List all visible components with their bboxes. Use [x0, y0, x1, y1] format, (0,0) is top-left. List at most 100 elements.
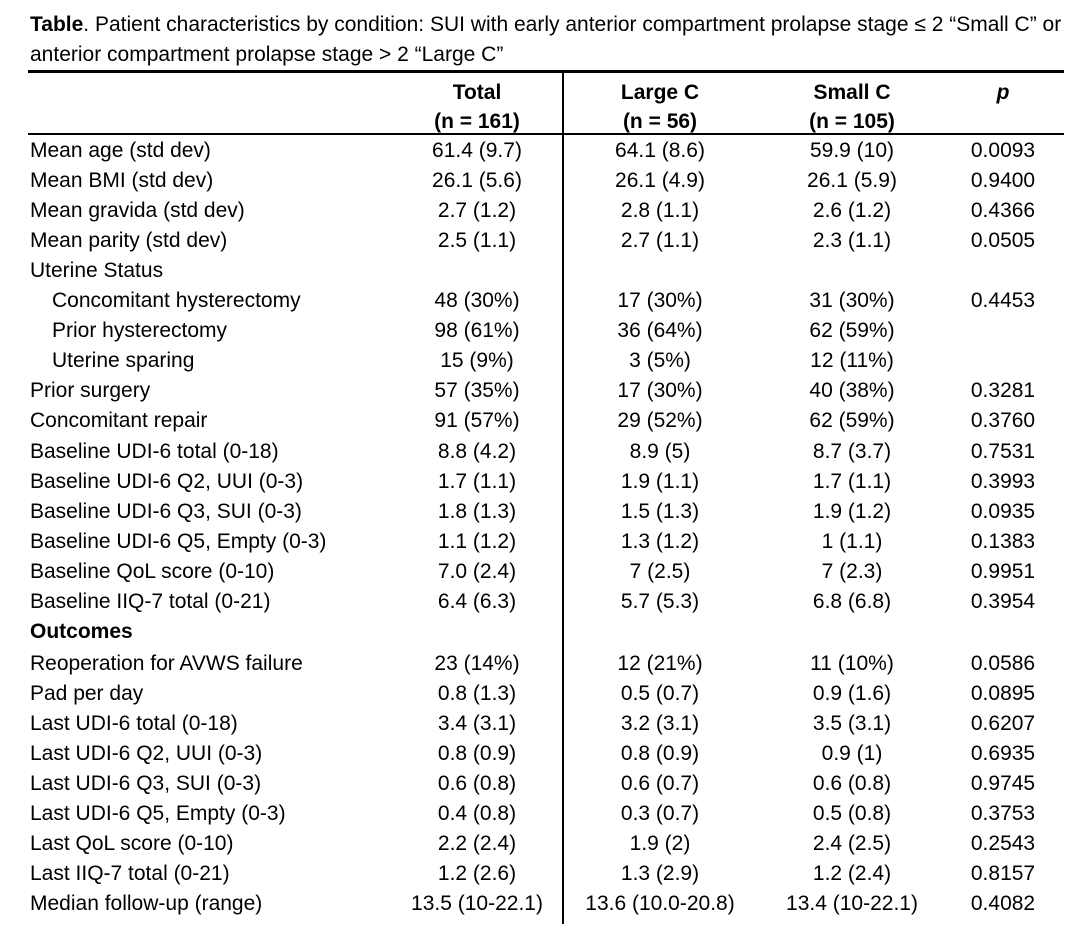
cell-p-value: 0.0505	[970, 229, 1036, 253]
cell-small-c: 0.5 (0.8)	[812, 802, 892, 826]
cell-small-c: 12 (11%)	[810, 349, 894, 373]
row-label: Baseline UDI-6 Q3, SUI (0-3)	[30, 499, 302, 523]
header-small-label: Small C	[813, 81, 891, 104]
cell-p-value: 0.7531	[970, 439, 1036, 463]
table-row: Last UDI-6 Q5, Empty (0-3) 0.4 (0.8) 0.3 (…	[0, 799, 1080, 829]
cell-large-c: 13.6 (10.0-20.8)	[585, 892, 735, 916]
header-small-c: Small C (n = 105)	[762, 78, 942, 136]
cell-large-c: 1.9 (2)	[629, 832, 691, 856]
header-total-label: Total	[452, 81, 502, 104]
table-row: Baseline UDI-6 total (0-18) 8.8 (4.2) 8.9 …	[0, 437, 1080, 467]
cell-total: 8.8 (4.2)	[437, 439, 517, 463]
cell-small-c: 0.6 (0.8)	[812, 772, 892, 796]
cell-p-value: 0.0093	[970, 139, 1036, 162]
cell-large-c: 12 (21%)	[617, 651, 703, 675]
cell-small-c: 0.9 (1.6)	[812, 681, 892, 705]
cell-small-c: 1.7 (1.1)	[812, 469, 892, 493]
cell-total: 6.4 (6.3)	[437, 589, 517, 613]
cell-large-c: 0.3 (0.7)	[620, 802, 700, 826]
row-label: Baseline QoL score (0-10)	[30, 559, 275, 583]
table-row: Concomitant repair 91 (57%) 29 (52%) 62 (59…	[0, 406, 1080, 436]
table-row: Last IIQ-7 total (0-21) 1.2 (2.6) 1.3 (2.9…	[0, 859, 1080, 889]
cell-total: 1.1 (1.2)	[437, 529, 517, 553]
header-total-n: (n = 161)	[434, 110, 520, 133]
table-row: Prior hysterectomy 98 (61%) 36 (64%) 62 (59…	[0, 316, 1080, 346]
cell-total: 61.4 (9.7)	[432, 139, 522, 162]
cell-large-c: 5.7 (5.3)	[620, 589, 700, 613]
row-label: Last UDI-6 Q2, UUI (0-3)	[30, 742, 263, 765]
cell-p-value: 0.3753	[970, 802, 1036, 826]
row-label: Median follow-up (range)	[30, 892, 263, 916]
table-row: Prior surgery 57 (35%) 17 (30%) 40 (38%) 0.3…	[0, 376, 1080, 406]
cell-small-c: 7 (2.3)	[821, 559, 883, 583]
table-row: Mean gravida (std dev) 2.7 (1.2) 2.8 (1.1)…	[0, 196, 1080, 226]
row-label: Last UDI-6 total (0-18)	[30, 711, 238, 735]
table-row: Last UDI-6 total (0-18) 3.4 (3.1) 3.2 (3.1…	[0, 709, 1080, 739]
cell-p-value: 0.6935	[970, 742, 1036, 765]
cell-small-c: 3.5 (3.1)	[812, 711, 892, 735]
cell-p-value: 0.3954	[970, 589, 1036, 613]
cell-small-c: 62 (59%)	[809, 319, 895, 343]
table-row: Baseline UDI-6 Q3, SUI (0-3) 1.8 (1.3) 1.5…	[0, 497, 1080, 527]
row-label: Prior hysterectomy	[52, 319, 228, 343]
cell-p-value: 0.9400	[970, 169, 1036, 193]
cell-total: 0.4 (0.8)	[437, 802, 517, 826]
cell-large-c: 1.9 (1.1)	[620, 469, 700, 493]
cell-large-c: 1.3 (1.2)	[620, 529, 700, 553]
cell-p-value: 0.3993	[970, 469, 1036, 493]
cell-total: 1.7 (1.1)	[437, 469, 517, 493]
cell-p-value: 0.3281	[970, 379, 1036, 403]
cell-p-value: 0.1383	[970, 529, 1036, 553]
cell-small-c: 8.7 (3.7)	[812, 439, 892, 463]
cell-p-value: 0.6207	[970, 711, 1036, 735]
cell-large-c: 26.1 (4.9)	[615, 169, 705, 193]
cell-small-c: 1.2 (2.4)	[812, 862, 892, 886]
table-row: Pad per day 0.8 (1.3) 0.5 (0.7) 0.9 (1.6) 0.…	[0, 679, 1080, 709]
row-label: Concomitant hysterectomy	[52, 289, 301, 313]
cell-total: 98 (61%)	[434, 319, 520, 343]
cell-large-c: 2.8 (1.1)	[620, 199, 700, 223]
cell-large-c: 0.8 (0.9)	[620, 742, 700, 765]
table-row: Mean age (std dev) 61.4 (9.7) 64.1 (8.6) 59…	[0, 136, 1080, 166]
cell-small-c: 11 (10%)	[810, 651, 894, 675]
cell-large-c: 64.1 (8.6)	[615, 139, 705, 162]
row-label: Last QoL score (0-10)	[30, 832, 234, 856]
cell-total: 7.0 (2.4)	[437, 559, 517, 583]
cell-large-c: 29 (52%)	[617, 409, 703, 433]
top-rule	[28, 70, 1064, 73]
cell-small-c: 31 (30%)	[809, 289, 895, 313]
cell-small-c: 0.9 (1)	[821, 742, 883, 765]
cell-total: 26.1 (5.6)	[432, 169, 522, 193]
table-row: Reoperation for AVWS failure 23 (14%) 12 (…	[0, 649, 1080, 679]
cell-p-value: 0.0586	[970, 651, 1036, 675]
cell-large-c: 7 (2.5)	[629, 559, 691, 583]
table-row: Mean BMI (std dev) 26.1 (5.6) 26.1 (4.9) 26…	[0, 166, 1080, 196]
cell-total: 1.2 (2.6)	[437, 862, 517, 886]
cell-small-c: 2.4 (2.5)	[812, 832, 892, 856]
row-label: Concomitant repair	[30, 409, 208, 433]
table-row: Baseline QoL score (0-10) 7.0 (2.4) 7 (2.5…	[0, 557, 1080, 587]
table-row: Baseline UDI-6 Q2, UUI (0-3) 1.7 (1.1) 1.9…	[0, 467, 1080, 497]
cell-total: 0.8 (0.9)	[437, 742, 517, 765]
table-row: Median follow-up (range) 13.5 (10-22.1) 13…	[0, 889, 1080, 919]
cell-total: 3.4 (3.1)	[437, 711, 517, 735]
column-divider	[562, 72, 564, 924]
cell-total: 48 (30%)	[434, 289, 520, 313]
row-label: Last UDI-6 Q3, SUI (0-3)	[30, 772, 262, 796]
cell-p-value: 0.2543	[970, 832, 1036, 856]
table-row: Uterine sparing 15 (9%) 3 (5%) 12 (11%)	[0, 346, 1080, 376]
row-label: Baseline IIQ-7 total (0-21)	[30, 589, 271, 613]
header-large-n: (n = 56)	[622, 110, 698, 133]
table-row: Baseline UDI-6 Q5, Empty (0-3) 1.1 (1.2) 1…	[0, 527, 1080, 557]
row-label: Uterine sparing	[52, 349, 195, 373]
row-label: Prior surgery	[30, 379, 151, 403]
cell-small-c: 26.1 (5.9)	[807, 169, 897, 193]
table-row: Mean parity (std dev) 2.5 (1.1) 2.7 (1.1) 2…	[0, 226, 1080, 256]
row-label: Baseline UDI-6 total (0-18)	[30, 439, 279, 463]
cell-large-c: 0.5 (0.7)	[620, 681, 700, 705]
cell-total: 23 (14%)	[434, 651, 520, 675]
cell-p-value: 0.0895	[970, 681, 1036, 705]
header-large-label: Large C	[620, 81, 700, 104]
cell-small-c: 2.3 (1.1)	[812, 229, 892, 253]
row-label: Mean gravida (std dev)	[30, 199, 245, 223]
